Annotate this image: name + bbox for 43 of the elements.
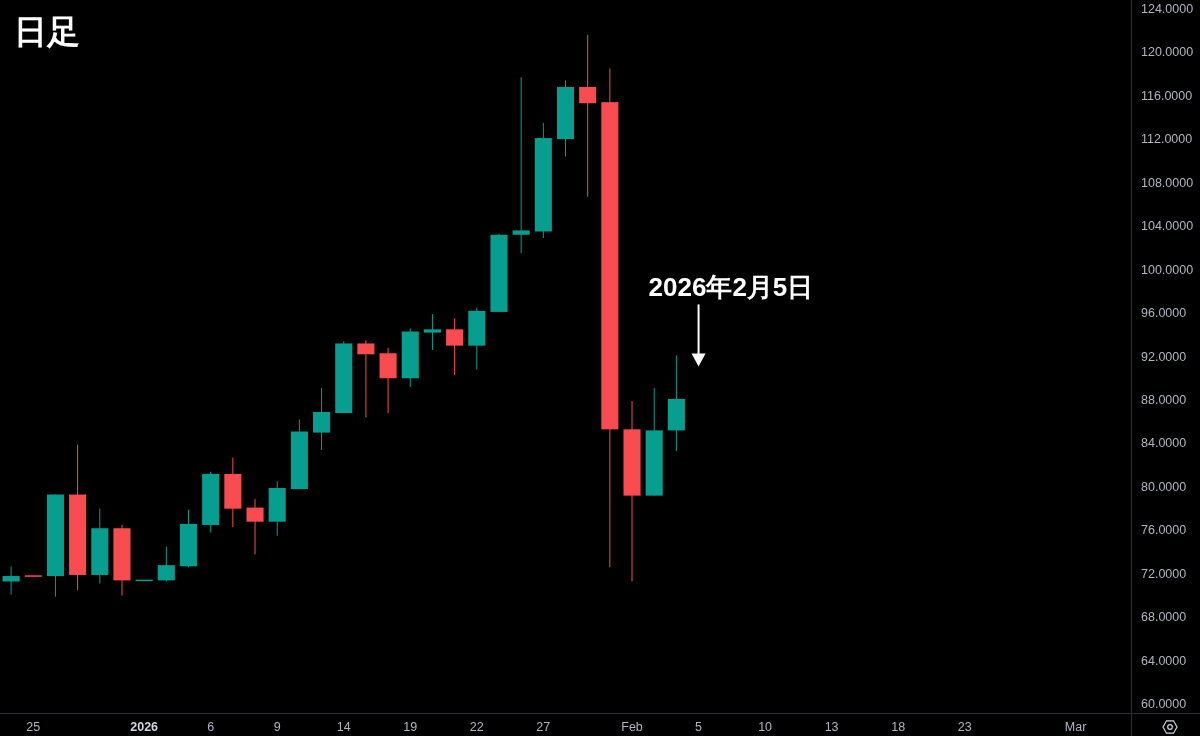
y-tick-label: 120.0000 (1141, 45, 1194, 60)
x-tick-label: 13 (824, 720, 839, 734)
x-tick-label: 2026 (130, 720, 159, 734)
y-tick-label: 68.0000 (1141, 610, 1187, 625)
x-tick-label: 25 (26, 720, 41, 734)
y-tick-label: 124.0000 (1141, 1, 1194, 16)
candlestick (313, 387, 331, 451)
y-tick-label: 92.0000 (1141, 349, 1187, 364)
candlestick (579, 34, 597, 198)
x-tick-label: 23 (957, 720, 972, 734)
y-tick-label: 72.0000 (1141, 566, 1187, 581)
annotation: 2026年2月5日 (648, 272, 814, 303)
y-tick-label: 64.0000 (1141, 653, 1187, 668)
x-tick-label: 5 (695, 720, 703, 734)
y-tick-label: 76.0000 (1141, 523, 1187, 538)
x-tick-label: 14 (336, 720, 351, 734)
candlestick (446, 317, 464, 376)
x-tick-label: Feb (621, 720, 643, 734)
candlestick (246, 498, 264, 555)
x-tick-label: 9 (273, 720, 281, 734)
candlestick (512, 76, 530, 254)
y-tick-label: 96.0000 (1141, 306, 1187, 321)
y-tick-label: 80.0000 (1141, 479, 1187, 494)
y-tick-label: 116.0000 (1141, 88, 1193, 103)
y-tick-label: 88.0000 (1141, 392, 1187, 407)
y-tick-label: 100.0000 (1141, 262, 1194, 277)
y-tick-label: 112.0000 (1141, 132, 1193, 147)
x-tick-label: 19 (403, 720, 418, 734)
candlestick (2, 565, 20, 596)
x-tick-label: 27 (536, 720, 551, 734)
x-tick-label: Mar (1064, 720, 1087, 734)
chart-title: 日足 (14, 13, 80, 50)
candlestick (423, 313, 441, 351)
y-tick-label: 104.0000 (1141, 219, 1194, 234)
x-tick-label: 22 (469, 720, 484, 734)
candlestick (157, 546, 175, 582)
x-tick-label: 18 (891, 720, 906, 734)
y-tick-label: 60.0000 (1141, 697, 1187, 712)
x-tick-label: 10 (758, 720, 773, 734)
y-tick-label: 108.0000 (1141, 175, 1194, 190)
x-tick-label: 6 (207, 720, 215, 734)
candlestick (357, 339, 375, 418)
y-tick-label: 84.0000 (1141, 436, 1187, 451)
